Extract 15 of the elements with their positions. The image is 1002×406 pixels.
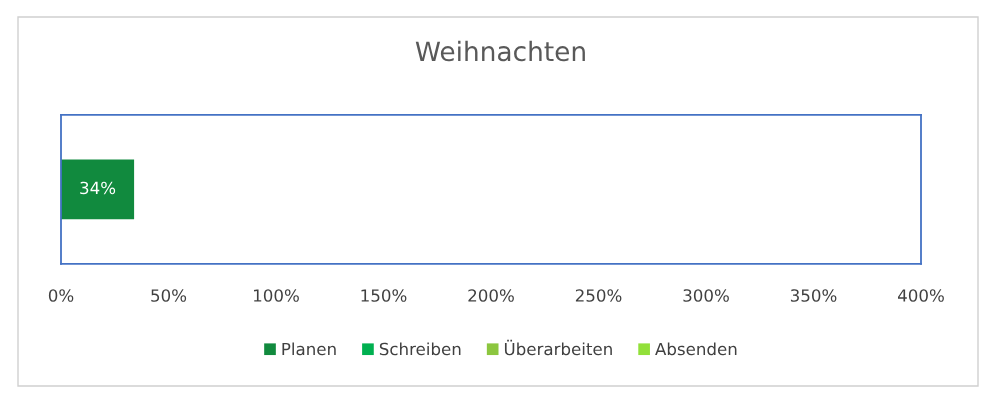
x-tick-label: 50% xyxy=(151,289,187,302)
data-label: 34% xyxy=(80,181,116,195)
x-tick-label: 250% xyxy=(575,289,622,302)
chart-title: Weihnachten xyxy=(415,40,585,62)
x-tick-label: 350% xyxy=(790,289,837,302)
x-tick-label: 150% xyxy=(361,289,407,302)
x-tick-label: 200% xyxy=(468,289,514,302)
legend-label: Planen xyxy=(282,342,336,356)
x-tick-label: 300% xyxy=(683,289,729,302)
x-tick-label: 400% xyxy=(897,289,944,302)
legend-label: Überarbeiten xyxy=(504,339,612,356)
x-tick-label: 0% xyxy=(48,289,74,302)
x-tick-label: 100% xyxy=(254,289,299,302)
legend-label: Absenden xyxy=(655,342,737,356)
legend-label: Schreiben xyxy=(379,342,461,356)
